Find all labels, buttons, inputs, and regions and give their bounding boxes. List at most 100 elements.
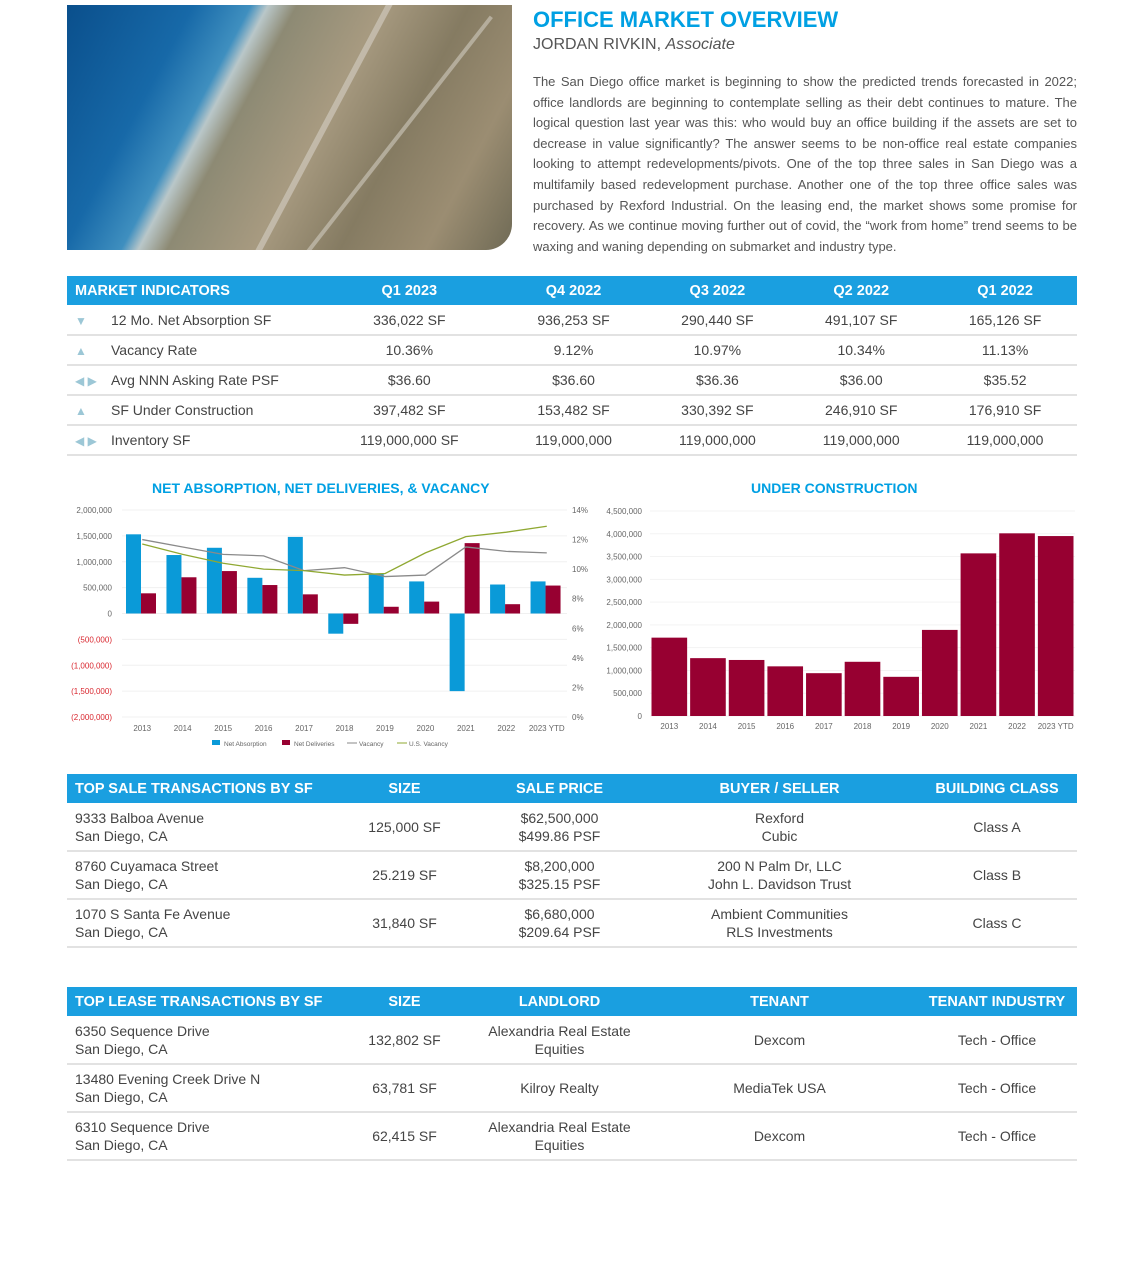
size: 25.219 SF <box>332 851 477 900</box>
bar-under-construction <box>844 661 881 716</box>
legend-swatch <box>212 740 220 745</box>
column-header: TENANT <box>642 987 917 1016</box>
x-tick-label: 2020 <box>931 722 949 731</box>
bar-net-absorption <box>247 577 263 614</box>
indicator-value: 119,000,000 <box>933 425 1077 456</box>
indicator-value: 119,000,000 <box>501 425 646 456</box>
sale-price-line2: $325.15 PSF <box>518 876 601 892</box>
table-row: 9333 Balboa Avenue San Diego, CA 125,000 S… <box>67 803 1077 852</box>
bar-net-absorption <box>449 613 465 692</box>
tenant: MediaTek USA <box>642 1064 917 1113</box>
indicator-value: 176,910 SF <box>933 395 1077 426</box>
table-row: ▲ Vacancy Rate 10.36% 9.12% 10.97% 10.34% 11.1… <box>67 335 1077 366</box>
building-class: Class B <box>917 851 1077 900</box>
buyer-seller-line1: Rexford <box>754 809 805 826</box>
y2-tick-label: 6% <box>572 624 584 633</box>
landlord-line1: Alexandria Real Estate <box>488 1022 631 1039</box>
landlord: Kilroy Realty <box>477 1064 642 1113</box>
table-row: ▲ SF Under Construction 397,482 SF 153,482 … <box>67 395 1077 426</box>
size: 62,415 SF <box>332 1112 477 1161</box>
x-tick-label: 2013 <box>133 724 151 733</box>
under-construction-chart: 4,500,000 4,000,000 3,500,000 3,000,000 2,50… <box>606 507 1075 731</box>
indicator-value: 153,482 SF <box>501 395 646 426</box>
line-vacancy <box>142 538 547 578</box>
aerial-coastline-photo <box>67 5 512 250</box>
legend-label: U.S. Vacancy <box>409 741 449 748</box>
sale-price-line1: $62,500,000 <box>520 809 599 826</box>
address: 8760 Cuyamaca Street San Diego, CA <box>67 851 332 900</box>
address: 9333 Balboa Avenue San Diego, CA <box>67 803 332 852</box>
indicator-value: 119,000,000 SF <box>317 425 502 456</box>
y-tick-label: 0 <box>108 610 113 619</box>
indicator-value: 11.13% <box>933 335 1077 366</box>
size: 63,781 SF <box>332 1064 477 1113</box>
y2-tick-label: 14% <box>572 506 588 515</box>
y-tick-label: 2,000,000 <box>606 621 642 630</box>
market-indicators-table: MARKET INDICATORS Q1 2023 Q4 2022 Q3 2022 Q2… <box>67 276 1077 456</box>
bar-net-absorption <box>166 555 182 614</box>
overview-paragraph: The San Diego office market is beginning… <box>533 74 1077 254</box>
legend-label: Vacancy <box>359 741 384 748</box>
sale-price: $62,500,000 $499.86 PSF <box>477 803 642 852</box>
y2-tick-label: 2% <box>572 683 584 692</box>
address: 1070 S Santa Fe Avenue San Diego, CA <box>67 899 332 948</box>
trend-arrow-icon: ▲ <box>75 404 87 418</box>
table-row: 8760 Cuyamaca Street San Diego, CA 25.219 … <box>67 851 1077 900</box>
sale-price-line2: $209.64 PSF <box>518 924 601 940</box>
buyer-seller-line2: Cubic <box>761 827 798 844</box>
address-line1: 13480 Evening Creek Drive N <box>75 1071 261 1087</box>
y-tick-label: 1,000,000 <box>76 558 112 567</box>
lease-transactions-table: TOP LEASE TRANSACTIONS BY SF SIZE LANDLORD… <box>67 987 1077 1161</box>
bar-under-construction <box>767 666 804 716</box>
landlord-line1: Alexandria Real Estate <box>488 1119 631 1135</box>
legend-label: Net Deliveries <box>294 741 335 748</box>
indicator-value: $36.60 <box>501 365 646 396</box>
y-tick-label: 3,500,000 <box>606 553 642 562</box>
trend-arrow-icon: ◀ ▶ <box>75 434 97 448</box>
indicator-label-cell: ◀ ▶ Inventory SF <box>67 425 317 456</box>
indicator-value: $36.00 <box>789 365 934 396</box>
column-header: BUYER / SELLER <box>642 774 917 803</box>
x-tick-label: 2023 YTD <box>1038 722 1074 731</box>
indicator-value: 10.36% <box>317 335 502 366</box>
x-tick-label: 2014 <box>174 724 192 733</box>
address-line2: San Diego, CA <box>75 1040 168 1057</box>
indicator-value: 119,000,000 <box>645 425 790 456</box>
indicator-value: 246,910 SF <box>789 395 934 426</box>
y-tick-label: 500,000 <box>613 689 642 698</box>
bar-under-construction <box>728 659 765 716</box>
size: 31,840 SF <box>332 899 477 948</box>
landlord: Alexandria Real Estate Equities <box>477 1016 642 1065</box>
building-class: Class C <box>917 899 1077 948</box>
sale-price: $8,200,000 $325.15 PSF <box>477 851 642 900</box>
landlord: Alexandria Real Estate Equities <box>477 1112 642 1161</box>
x-tick-label: 2014 <box>699 722 717 731</box>
indicator-value: 491,107 SF <box>789 305 934 336</box>
indicator-value: $35.52 <box>933 365 1077 396</box>
tenant-industry: Tech - Office <box>917 1016 1077 1065</box>
address-line2: San Diego, CA <box>75 1089 168 1105</box>
absorption-chart-title: NET ABSORPTION, NET DELIVERIES, & VACANC… <box>152 480 490 496</box>
size: 125,000 SF <box>332 803 477 852</box>
address-line1: 1070 S Santa Fe Avenue <box>75 906 231 922</box>
sale-price-line1: $6,680,000 <box>524 906 595 922</box>
trend-arrow-icon: ▲ <box>75 344 87 358</box>
buyer-seller: Rexford Cubic <box>642 803 917 852</box>
y-tick-label: 1,500,000 <box>606 644 642 653</box>
bar-net-deliveries <box>262 585 278 614</box>
bar-net-deliveries <box>424 601 440 614</box>
x-tick-label: 2016 <box>776 722 794 731</box>
bar-net-deliveries <box>141 593 156 614</box>
author-role: Associate <box>665 36 735 53</box>
buyer-seller-line2: RLS Investments <box>726 924 833 940</box>
tenant-industry: Tech - Office <box>917 1064 1077 1113</box>
legend-swatch <box>282 740 290 745</box>
bar-net-absorption <box>328 613 344 634</box>
bar-net-absorption <box>126 534 141 614</box>
address: 6350 Sequence Drive San Diego, CA <box>67 1016 332 1065</box>
y2-tick-label: 10% <box>572 565 588 574</box>
y-tick-label: 3,000,000 <box>606 575 642 584</box>
line-u-s-vacancy <box>142 525 547 576</box>
bar-net-deliveries <box>181 577 197 614</box>
column-header: SIZE <box>332 987 477 1016</box>
